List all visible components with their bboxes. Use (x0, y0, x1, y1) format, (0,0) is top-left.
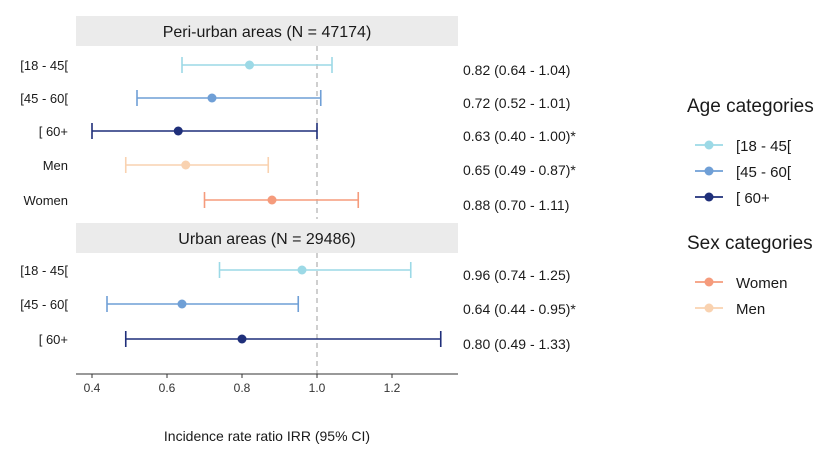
row-label: [ 60+ (39, 124, 68, 139)
ci-label: 0.80 (0.49 - 1.33) (463, 336, 570, 352)
row-label: Women (23, 193, 68, 208)
panel-strip (76, 223, 458, 253)
panel-title: Urban areas (N = 29486) (178, 231, 355, 248)
point-estimate (207, 93, 217, 103)
legend-label: Men (736, 301, 765, 318)
x-tick-label: 0.8 (234, 381, 251, 395)
ci-label: 0.64 (0.44 - 0.95)* (463, 301, 576, 317)
x-axis-title: Incidence rate ratio IRR (95% CI) (164, 428, 370, 444)
legend-key-point (704, 277, 714, 287)
ci-label: 0.96 (0.74 - 1.25) (463, 267, 570, 283)
row-label: [18 - 45[ (20, 263, 68, 278)
legend-key-point (704, 166, 714, 176)
point-estimate (245, 60, 254, 70)
point-estimate (181, 160, 191, 170)
ci-label: 0.63 (0.40 - 1.00)* (463, 128, 576, 144)
row-label: [45 - 60[ (20, 297, 68, 312)
ci-label: 0.65 (0.49 - 0.87)* (463, 162, 576, 178)
panel-title: Peri-urban areas (N = 47174) (163, 24, 372, 41)
point-estimate (267, 195, 277, 205)
legend-title: Age categories (687, 96, 814, 117)
legend-key-point (704, 192, 714, 202)
legend-key-point (704, 303, 714, 313)
legend-label: Women (736, 275, 787, 292)
legend-label: [ 60+ (736, 190, 770, 207)
point-estimate (173, 126, 183, 136)
legend-label: [18 - 45[ (736, 138, 792, 155)
ci-label: 0.88 (0.70 - 1.11) (463, 197, 569, 213)
row-label: [18 - 45[ (20, 58, 68, 73)
x-tick-label: 1.0 (309, 381, 326, 395)
ci-label: 0.82 (0.64 - 1.04) (463, 62, 570, 78)
x-tick-label: 0.6 (159, 381, 176, 395)
row-label: [45 - 60[ (20, 91, 68, 106)
panel-strip (76, 16, 458, 46)
row-label: Men (43, 158, 68, 173)
point-estimate (237, 334, 247, 344)
x-tick-label: 0.4 (84, 381, 101, 395)
legend-key-point (704, 140, 714, 150)
legend-title: Sex categories (687, 233, 813, 254)
legend-label: [45 - 60[ (736, 164, 792, 181)
ci-label: 0.72 (0.52 - 1.01) (463, 95, 570, 111)
point-estimate (177, 299, 187, 309)
x-tick-label: 1.2 (384, 381, 401, 395)
point-estimate (297, 265, 307, 275)
row-label: [ 60+ (39, 332, 68, 347)
